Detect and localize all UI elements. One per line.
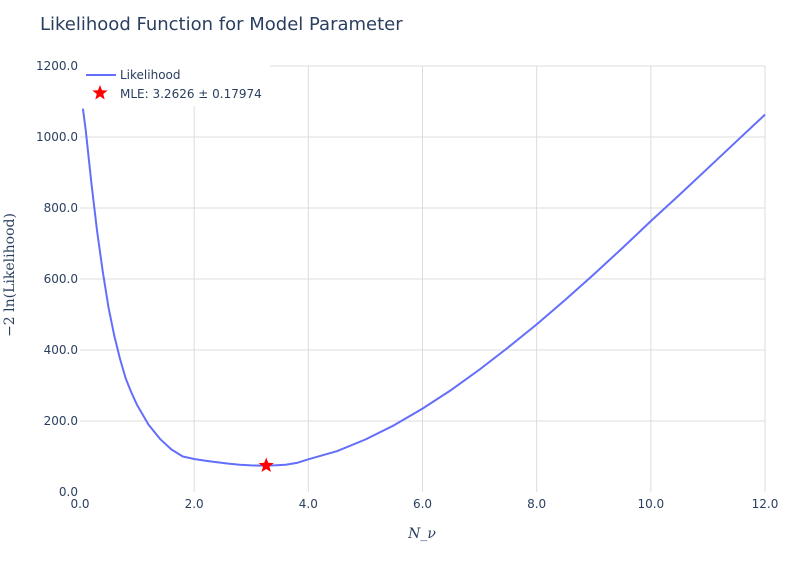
chart-title: Likelihood Function for Model Parameter: [40, 14, 403, 35]
y-tick-label: 1000.0: [36, 130, 78, 144]
x-tick-label: 6.0: [413, 497, 432, 511]
y-tick-label: 600.0: [44, 272, 78, 286]
x-tick-label: 12.0: [752, 497, 779, 511]
x-tick-label: 8.0: [527, 497, 546, 511]
legend-label-mle: MLE: 3.2626 ± 0.17974: [120, 87, 262, 101]
y-tick-label: 800.0: [44, 201, 78, 215]
x-tick-label: 2.0: [185, 497, 204, 511]
series-layer: [81, 108, 766, 473]
mle-star-marker: [258, 457, 274, 473]
grid-lines: [80, 65, 766, 492]
x-tick-label: 4.0: [299, 497, 318, 511]
axis-ticks: 0.0 2.0 4.0 6.0 8.0 10.0 12.0 0.0 200.0 400.0 600.…: [36, 59, 778, 511]
legend-label-likelihood: Likelihood: [120, 68, 181, 82]
legend-star-swatch: [92, 85, 108, 100]
x-tick-label: 10.0: [637, 497, 664, 511]
x-axis-label: N_ν: [407, 526, 436, 542]
series-line-likelihood: [81, 108, 766, 467]
y-tick-label: 0.0: [59, 485, 78, 499]
legend-star-icon: [92, 85, 108, 100]
x-tick-label: 0.0: [70, 497, 89, 511]
y-tick-label: 200.0: [44, 414, 78, 428]
y-tick-label: 400.0: [44, 343, 78, 357]
y-tick-label: 1200.0: [36, 59, 78, 73]
legend-background: [80, 64, 270, 106]
y-axis-label: −2 ln(Likelihood): [2, 213, 18, 337]
legend: Likelihood MLE: 3.2626 ± 0.17974: [80, 64, 270, 106]
